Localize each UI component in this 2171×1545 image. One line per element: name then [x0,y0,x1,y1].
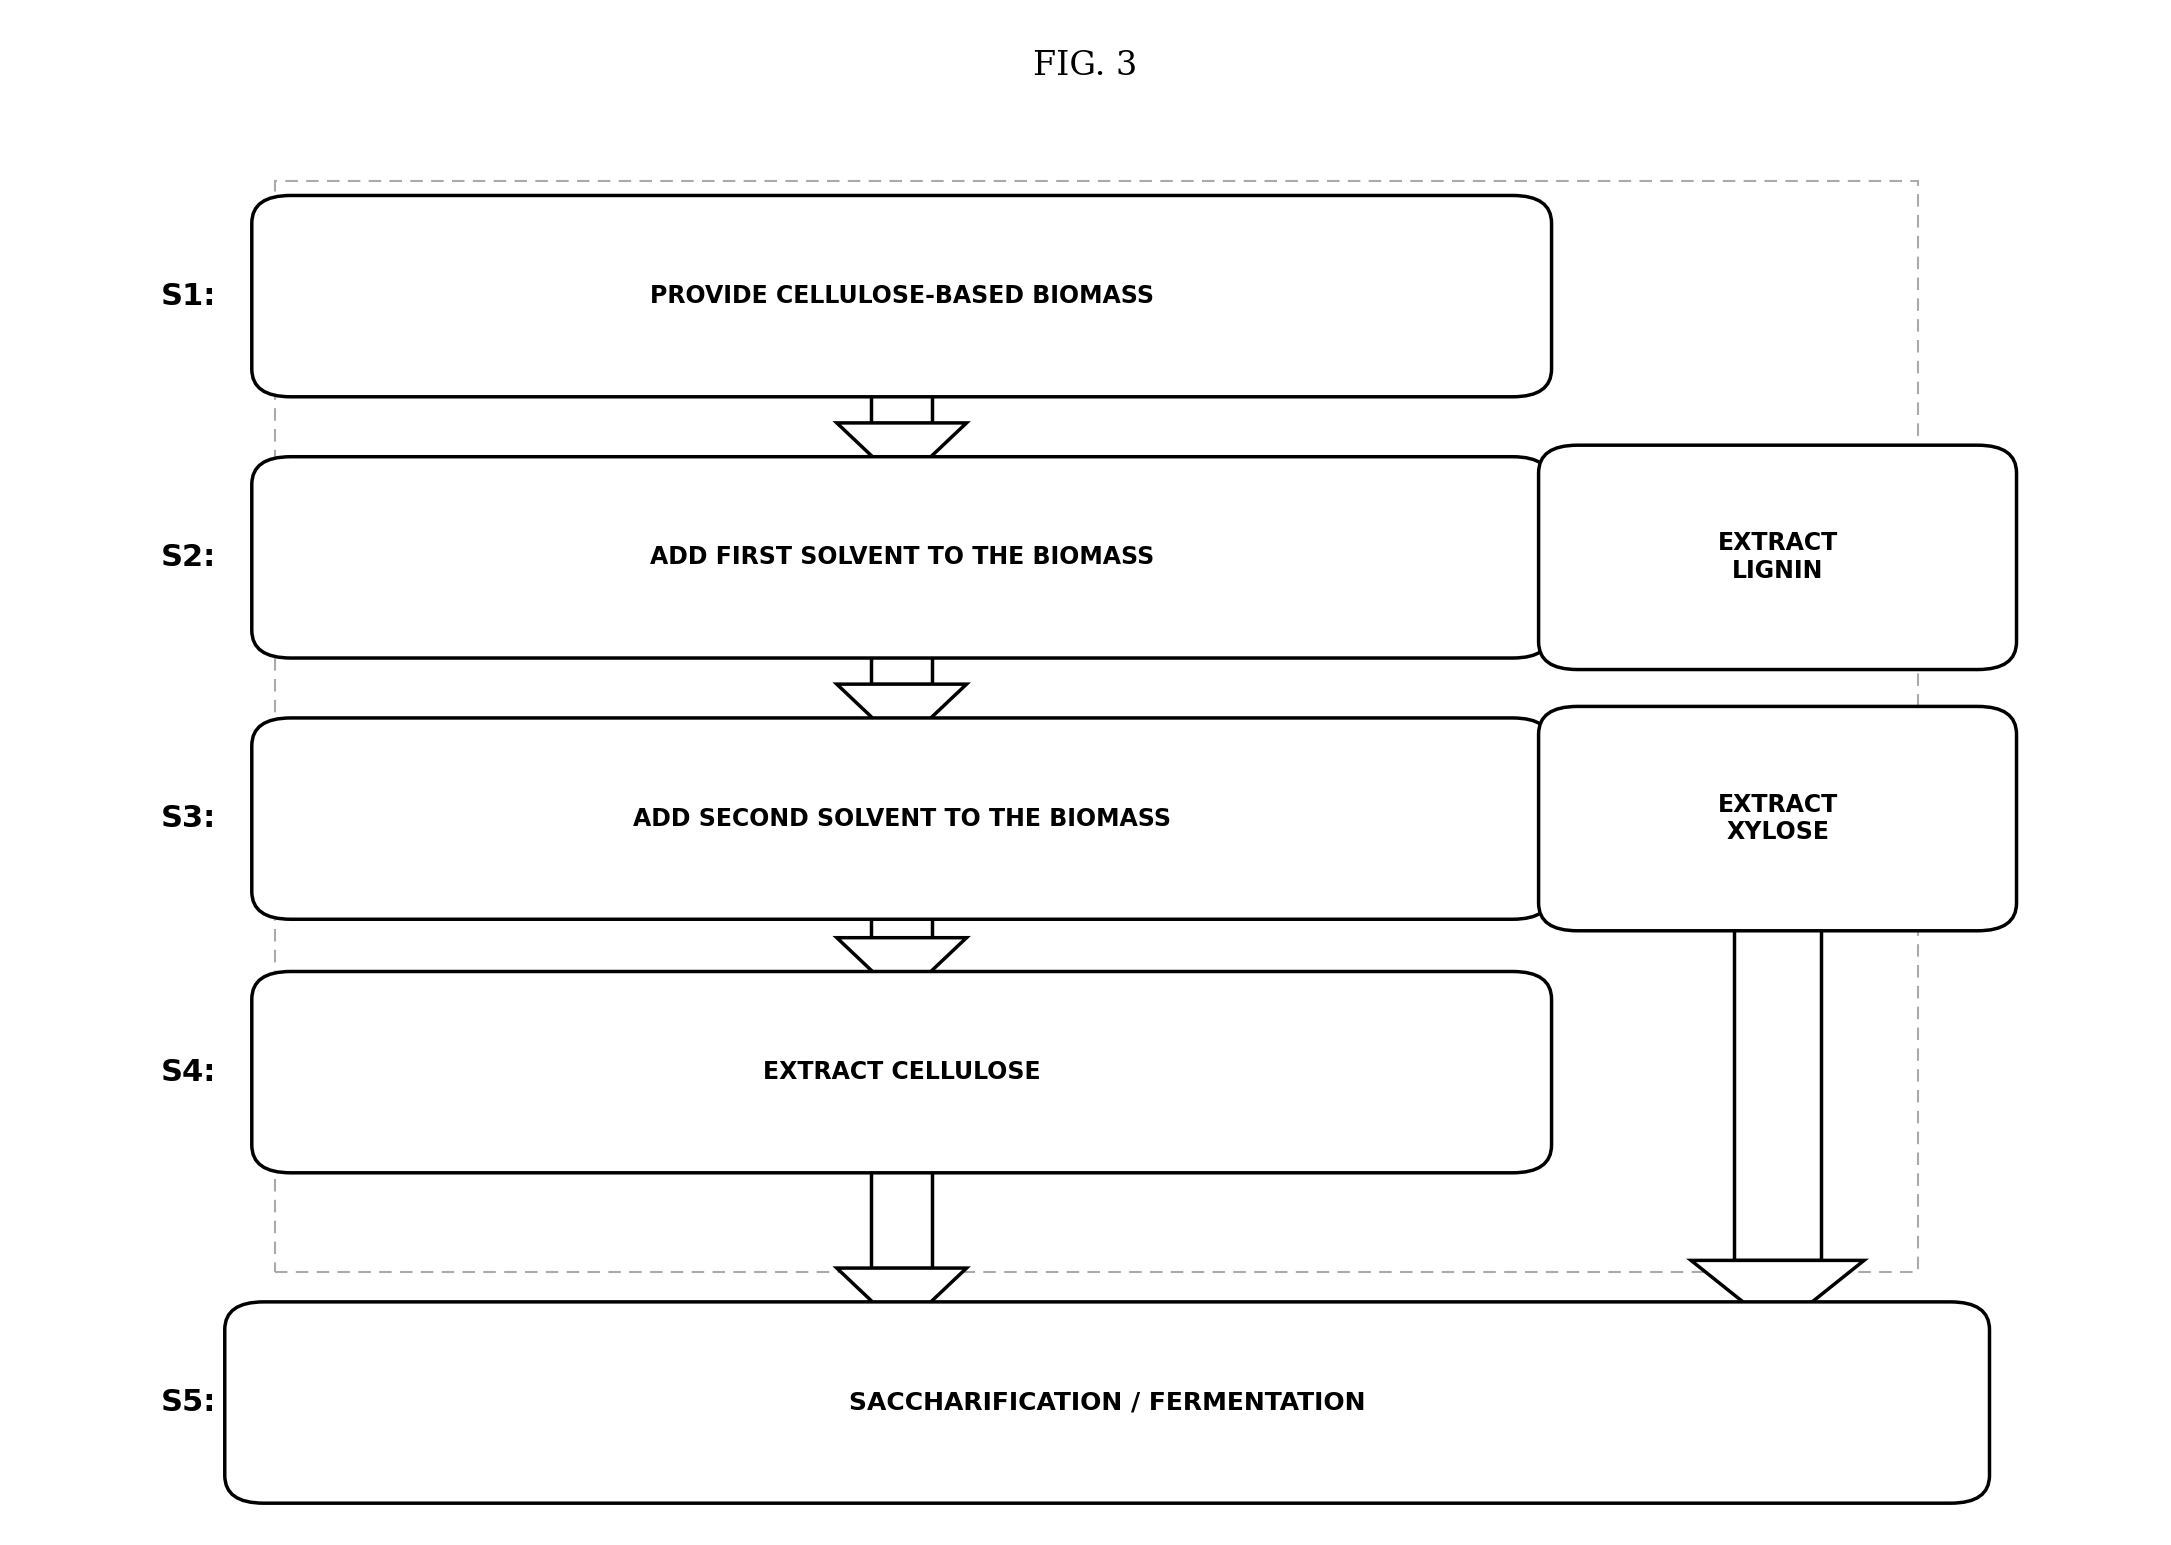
Text: S1:: S1: [161,281,215,311]
Bar [1513,802,1518,836]
Text: EXTRACT
LIGNIN: EXTRACT LIGNIN [1717,531,1837,584]
Text: EXTRACT CELLULOSE: EXTRACT CELLULOSE [762,1060,1040,1085]
Bar [871,630,931,684]
Bar [1735,904,1821,1261]
Polygon shape [836,423,966,485]
Text: S5:: S5: [161,1387,215,1417]
Bar [871,891,931,938]
Polygon shape [1518,513,1578,603]
FancyBboxPatch shape [226,1302,1989,1503]
Bar [871,369,931,423]
Text: EXTRACT
XYLOSE: EXTRACT XYLOSE [1717,793,1837,845]
Text: S2:: S2: [161,542,215,572]
Text: S3:: S3: [161,803,215,833]
Polygon shape [836,1268,966,1330]
FancyBboxPatch shape [252,457,1552,658]
Bar [1513,541,1518,575]
Polygon shape [836,684,966,746]
FancyBboxPatch shape [252,196,1552,397]
Polygon shape [1518,774,1578,864]
Text: S4:: S4: [161,1058,215,1086]
Bar [871,1145,931,1268]
FancyBboxPatch shape [252,972,1552,1173]
Polygon shape [836,938,966,1000]
Text: SACCHARIFICATION / FERMENTATION: SACCHARIFICATION / FERMENTATION [849,1390,1366,1415]
Text: ADD SECOND SOLVENT TO THE BIOMASS: ADD SECOND SOLVENT TO THE BIOMASS [632,806,1170,831]
FancyBboxPatch shape [1539,445,2017,669]
Text: ADD FIRST SOLVENT TO THE BIOMASS: ADD FIRST SOLVENT TO THE BIOMASS [649,545,1153,570]
FancyBboxPatch shape [1539,706,2017,930]
Text: PROVIDE CELLULOSE-BASED BIOMASS: PROVIDE CELLULOSE-BASED BIOMASS [649,284,1153,307]
Polygon shape [1691,1261,1865,1330]
FancyBboxPatch shape [252,718,1552,919]
Text: FIG. 3: FIG. 3 [1033,49,1138,82]
